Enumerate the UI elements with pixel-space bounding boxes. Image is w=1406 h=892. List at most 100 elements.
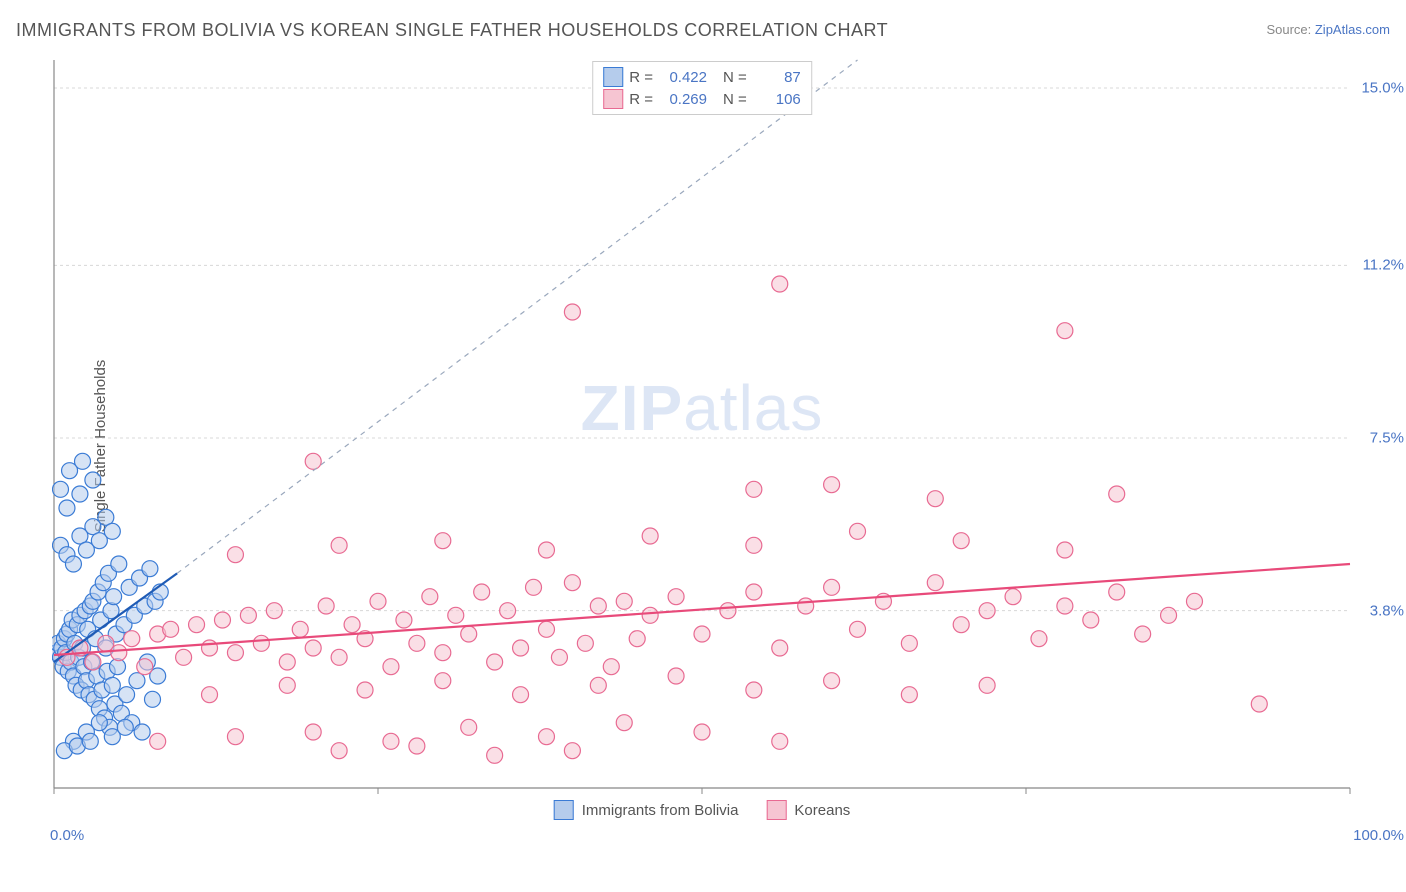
- scatter-point: [1251, 696, 1267, 712]
- scatter-point: [111, 645, 127, 661]
- scatter-point: [668, 668, 684, 684]
- scatter-point: [487, 654, 503, 670]
- y-grid-label: 3.8%: [1370, 602, 1404, 619]
- scatter-point: [383, 659, 399, 675]
- scatter-point: [253, 635, 269, 651]
- scatter-point: [500, 603, 516, 619]
- scatter-point: [1109, 584, 1125, 600]
- scatter-point: [72, 486, 88, 502]
- scatter-point: [1057, 323, 1073, 339]
- scatter-point: [746, 584, 762, 600]
- stat-row: R =0.422N =87: [603, 66, 801, 88]
- scatter-point: [305, 724, 321, 740]
- scatter-point: [435, 533, 451, 549]
- correlation-stat-box: R =0.422N =87R =0.269N =106: [592, 61, 812, 115]
- scatter-point: [106, 589, 122, 605]
- scatter-point: [824, 477, 840, 493]
- scatter-point: [772, 640, 788, 656]
- scatter-point: [52, 481, 68, 497]
- stat-r-label: R =: [629, 69, 653, 86]
- scatter-point: [538, 729, 554, 745]
- chart-header: IMMIGRANTS FROM BOLIVIA VS KOREAN SINGLE…: [16, 20, 1390, 50]
- scatter-point: [117, 719, 133, 735]
- x-axis-max-label: 100.0%: [1353, 827, 1404, 844]
- scatter-point: [1057, 598, 1073, 614]
- scatter-point: [564, 304, 580, 320]
- scatter-point: [318, 598, 334, 614]
- scatter-point: [266, 603, 282, 619]
- plot-container: ZIPatlas R =0.422N =87R =0.269N =106 Imm…: [52, 58, 1352, 818]
- scatter-point: [979, 603, 995, 619]
- legend-item: Koreans: [766, 800, 850, 820]
- scatter-point: [111, 556, 127, 572]
- stat-row: R =0.269N =106: [603, 88, 801, 110]
- legend-swatch: [603, 67, 623, 87]
- scatter-point: [435, 673, 451, 689]
- scatter-point: [953, 533, 969, 549]
- scatter-point: [357, 682, 373, 698]
- scatter-point: [85, 472, 101, 488]
- scatter-point: [305, 640, 321, 656]
- scatter-point: [214, 612, 230, 628]
- scatter-point: [642, 607, 658, 623]
- scatter-point: [227, 547, 243, 563]
- scatter-point: [850, 621, 866, 637]
- scatter-point: [746, 537, 762, 553]
- scatter-point: [176, 649, 192, 665]
- scatter-point: [124, 631, 140, 647]
- scatter-point: [448, 607, 464, 623]
- scatter-point: [331, 649, 347, 665]
- scatter-point: [590, 598, 606, 614]
- scatter-point: [629, 631, 645, 647]
- scatter-point: [292, 621, 308, 637]
- scatter-point: [85, 654, 101, 670]
- scatter-point: [409, 738, 425, 754]
- scatter-point: [642, 528, 658, 544]
- source-prefix: Source:: [1266, 22, 1314, 37]
- scatter-point: [590, 677, 606, 693]
- scatter-point: [901, 687, 917, 703]
- stat-r-value: 0.269: [659, 91, 707, 108]
- scatter-point: [538, 542, 554, 558]
- y-grid-label: 15.0%: [1361, 80, 1404, 97]
- scatter-point: [104, 523, 120, 539]
- scatter-point: [746, 481, 762, 497]
- scatter-point: [461, 719, 477, 735]
- source-link[interactable]: ZipAtlas.com: [1315, 22, 1390, 37]
- scatter-point: [616, 593, 632, 609]
- scatter-point: [526, 579, 542, 595]
- legend-label: Immigrants from Bolivia: [582, 802, 739, 819]
- scatter-point: [202, 687, 218, 703]
- scatter-point: [927, 575, 943, 591]
- y-grid-label: 7.5%: [1370, 430, 1404, 447]
- scatter-point: [129, 673, 145, 689]
- scatter-point: [396, 612, 412, 628]
- stat-n-label: N =: [723, 91, 747, 108]
- scatter-point: [163, 621, 179, 637]
- chart-title: IMMIGRANTS FROM BOLIVIA VS KOREAN SINGLE…: [16, 20, 888, 40]
- scatter-point: [1057, 542, 1073, 558]
- scatter-point: [1031, 631, 1047, 647]
- scatter-point: [422, 589, 438, 605]
- legend-swatch: [554, 800, 574, 820]
- stat-r-value: 0.422: [659, 69, 707, 86]
- scatter-point: [75, 453, 91, 469]
- scatter-point: [150, 733, 166, 749]
- scatter-point: [227, 729, 243, 745]
- scatter-point: [901, 635, 917, 651]
- scatter-point: [513, 687, 529, 703]
- scatter-point: [189, 617, 205, 633]
- y-grid-label: 11.2%: [1363, 257, 1404, 274]
- legend-item: Immigrants from Bolivia: [554, 800, 739, 820]
- scatter-point: [551, 649, 567, 665]
- scatter-point: [577, 635, 593, 651]
- scatter-point: [227, 645, 243, 661]
- scatter-point: [538, 621, 554, 637]
- scatter-point: [564, 575, 580, 591]
- scatter-point: [383, 733, 399, 749]
- scatter-point: [1161, 607, 1177, 623]
- scatter-point: [1186, 593, 1202, 609]
- scatter-point: [202, 640, 218, 656]
- scatter-point: [65, 556, 81, 572]
- scatter-point: [513, 640, 529, 656]
